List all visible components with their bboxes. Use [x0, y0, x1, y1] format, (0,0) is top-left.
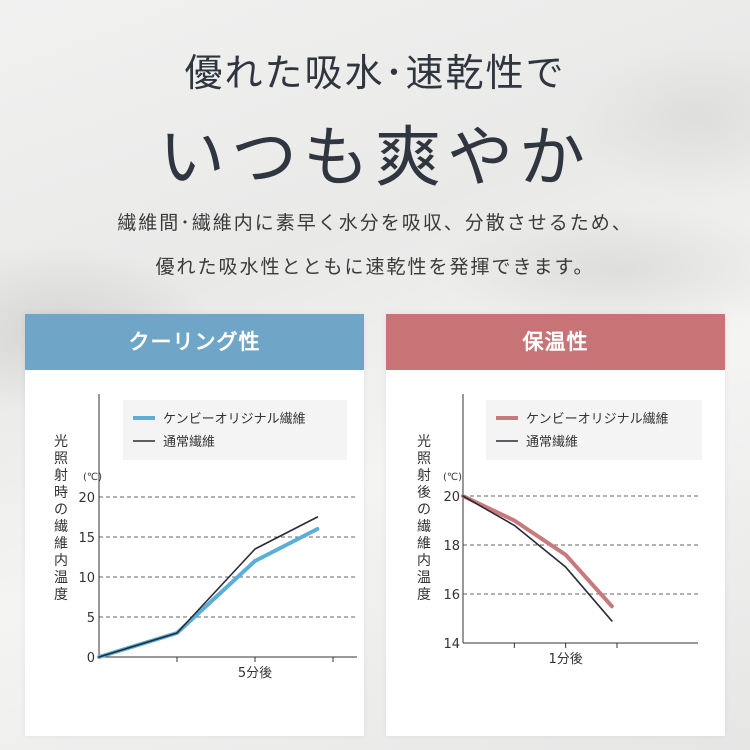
y-tick-label: 0: [87, 651, 95, 666]
y-tick-label: 18: [443, 539, 460, 554]
y-tick-label: 10: [78, 571, 95, 586]
headline-line-2: いつも爽やか: [159, 119, 591, 196]
y-axis-label-char: の: [417, 502, 431, 518]
y-axis-label-char: 光: [417, 434, 431, 450]
y-axis-label-char: 維: [54, 536, 68, 552]
series-line-original-fiber: [97, 527, 320, 659]
y-axis-label-char: 照: [54, 451, 68, 467]
y-tick-label: 20: [443, 490, 460, 505]
y-tick-label: 20: [78, 491, 95, 506]
y-tick-label: 14: [443, 637, 460, 652]
y-unit-label: (℃): [443, 472, 462, 483]
description-line-1: 繊維間･繊維内に素早く水分を吸収、分散させるため、: [117, 212, 633, 234]
headline-line-1: 優れた吸水･速乾性で: [184, 51, 566, 95]
y-axis-label-char: 温: [54, 570, 68, 586]
y-tick-label: 16: [443, 588, 460, 603]
y-axis-label-char: 繊: [417, 519, 431, 535]
y-tick-label: 5: [87, 611, 95, 626]
series-line-normal-fiber: [462, 495, 613, 622]
y-axis-label-char: 光: [54, 434, 68, 450]
y-axis-label-char: の: [54, 502, 68, 518]
description-line-2: 優れた吸水性とともに速乾性を発揮できます。: [155, 256, 595, 278]
y-axis-label-char: 射: [54, 468, 68, 484]
legend-label: 通常繊維: [163, 434, 215, 450]
y-axis-label-char: 維: [417, 536, 431, 552]
y-axis-label-char: 射: [417, 468, 431, 484]
y-axis-label-char: 後: [417, 485, 431, 501]
y-axis-label-char: 内: [54, 553, 68, 569]
cooling-chart-panel: クーリング性 0 5 10 15 20 5分後 (℃) 光照射時の繊維内温度 ケンビーオリジナル…: [25, 314, 364, 736]
y-tick-label: 15: [78, 531, 95, 546]
y-axis-label-char: 度: [54, 587, 68, 603]
x-tick-label: 5分後: [238, 666, 272, 681]
series-line-original-fiber: [461, 494, 614, 609]
y-axis-label-char: 照: [417, 451, 431, 467]
cooling-chart-title: クーリング性: [25, 314, 364, 370]
legend-label: ケンビーオリジナル繊維: [163, 411, 306, 427]
x-tick-label: 1分後: [549, 652, 583, 667]
y-axis-label-char: 時: [54, 485, 68, 501]
legend-box: [486, 400, 702, 460]
y-axis-label-char: 内: [417, 553, 431, 569]
y-axis-label-char: 繊: [54, 519, 68, 535]
warmth-chart-title: 保温性: [386, 314, 725, 370]
y-axis-label-char: 温: [417, 570, 431, 586]
warmth-chart-panel: 保温性 14 16 18 20 1分後 (℃) 光照射後の繊維内温度 ケンビーオリジナル繊維通…: [386, 314, 725, 736]
y-unit-label: (℃): [83, 472, 102, 483]
series-line-normal-fiber: [98, 516, 319, 658]
legend-label: 通常繊維: [526, 434, 578, 450]
legend-label: ケンビーオリジナル繊維: [526, 411, 669, 427]
legend-box: [123, 400, 347, 460]
y-axis-label-char: 度: [417, 587, 431, 603]
